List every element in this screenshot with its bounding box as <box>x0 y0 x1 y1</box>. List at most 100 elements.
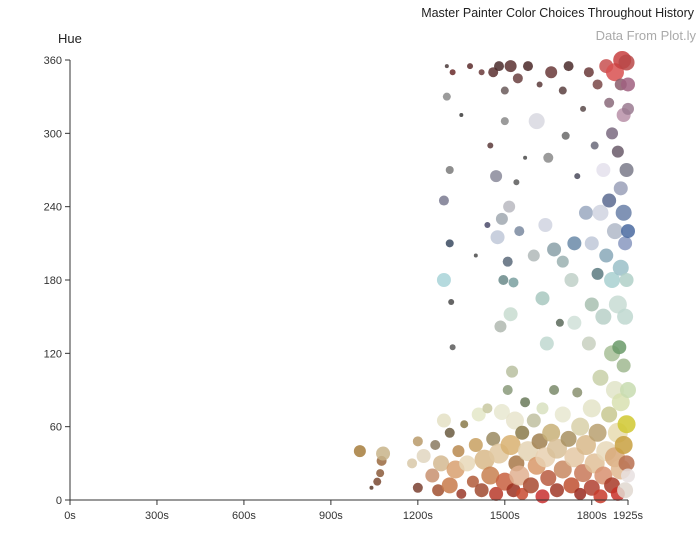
data-point <box>591 267 604 280</box>
data-point <box>407 458 418 469</box>
data-point <box>580 105 587 112</box>
data-point <box>595 308 612 325</box>
data-point <box>445 239 454 248</box>
data-point <box>376 446 391 461</box>
data-point <box>582 399 601 418</box>
data-point <box>436 413 451 428</box>
data-point <box>539 336 554 351</box>
data-point <box>512 73 523 84</box>
data-point <box>592 204 609 221</box>
data-point <box>473 253 478 258</box>
data-point <box>502 256 513 267</box>
data-point <box>466 475 479 488</box>
data-point <box>527 249 540 262</box>
data-point <box>604 272 621 288</box>
data-point <box>495 212 508 225</box>
y-ticks: 0 60 120 180 240 300 360 <box>44 55 70 507</box>
data-point <box>618 455 635 472</box>
data-point <box>615 204 632 221</box>
data-point <box>522 477 539 494</box>
data-point <box>444 64 449 69</box>
data-point <box>617 308 634 325</box>
points-layer <box>353 51 636 504</box>
data-point <box>578 205 593 220</box>
data-point <box>542 423 561 442</box>
data-point <box>520 397 531 408</box>
y-tick-label: 180 <box>44 275 62 287</box>
data-point <box>567 315 582 330</box>
data-point <box>567 236 582 251</box>
data-point <box>545 66 558 79</box>
data-point <box>572 387 583 398</box>
data-point <box>621 468 635 483</box>
data-point <box>611 393 630 412</box>
data-point <box>611 145 624 158</box>
x-tick-label: 0s <box>64 510 76 522</box>
data-point <box>614 436 633 454</box>
data-point <box>584 236 599 251</box>
x-ticks: 0s 300s 600s 900s 1200s 1500s 1800s 1925s <box>64 500 643 522</box>
x-tick-label: 900s <box>319 510 343 522</box>
data-point <box>575 435 596 455</box>
data-point <box>558 86 567 95</box>
chart-title: Master Painter Color Choices Throughout … <box>421 6 694 20</box>
data-point <box>433 455 450 472</box>
data-point <box>592 369 609 386</box>
data-point <box>481 466 500 485</box>
data-point <box>535 489 550 504</box>
data-point <box>494 61 505 72</box>
data-point <box>540 470 557 486</box>
data-point <box>445 166 454 174</box>
x-tick-label: 1925s <box>613 510 643 522</box>
data-point <box>438 195 449 206</box>
data-point <box>563 61 574 72</box>
data-point <box>618 236 633 251</box>
data-point <box>618 54 635 71</box>
data-point <box>522 61 533 72</box>
data-point <box>430 440 441 450</box>
data-point <box>574 487 587 500</box>
data-point <box>506 365 519 378</box>
data-point <box>583 67 594 78</box>
data-point <box>514 226 525 237</box>
data-point <box>448 299 455 305</box>
data-point <box>376 469 385 478</box>
data-point <box>554 406 571 423</box>
x-tick-label: 1800s <box>577 510 607 522</box>
data-point <box>581 336 596 351</box>
data-point <box>353 445 366 458</box>
data-point <box>452 445 465 458</box>
x-tick-label: 1500s <box>490 510 520 522</box>
x-tick-label: 600s <box>232 510 256 522</box>
data-point <box>486 431 501 446</box>
data-point <box>442 92 451 101</box>
chart-subtitle: Data From Plot.ly <box>595 28 696 43</box>
data-point <box>412 436 423 447</box>
data-point <box>490 170 503 183</box>
y-axis-title: Hue <box>58 31 82 46</box>
data-point <box>535 291 550 306</box>
data-point <box>619 163 634 177</box>
data-point <box>503 200 516 213</box>
data-point <box>538 218 553 232</box>
data-point <box>526 413 541 428</box>
y-tick-label: 300 <box>44 128 62 140</box>
data-point <box>528 113 545 130</box>
data-point <box>563 477 580 494</box>
data-point <box>617 482 634 499</box>
data-point <box>456 488 467 499</box>
y-tick-label: 120 <box>44 348 62 360</box>
data-point <box>620 382 636 398</box>
data-point <box>547 242 562 257</box>
data-point <box>517 441 538 462</box>
data-point <box>536 81 543 88</box>
data-point <box>584 297 599 312</box>
data-point <box>468 438 483 452</box>
data-point <box>523 155 528 160</box>
data-point <box>574 173 581 180</box>
data-point <box>588 423 607 442</box>
data-point <box>549 483 564 498</box>
data-point <box>590 141 599 150</box>
data-point <box>601 406 618 423</box>
data-point <box>487 142 494 149</box>
